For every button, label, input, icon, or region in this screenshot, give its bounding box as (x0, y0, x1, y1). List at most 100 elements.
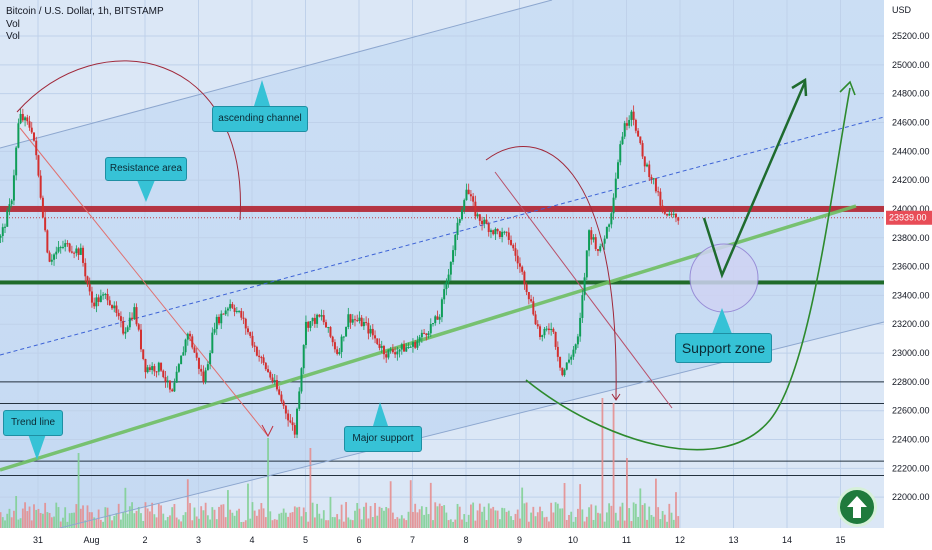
candle-body (209, 353, 212, 365)
candle-body (512, 244, 515, 249)
candle-body (485, 219, 488, 224)
candle-body (496, 228, 499, 232)
volume-bar (532, 506, 535, 528)
candle-body (124, 331, 127, 334)
volume-bar (329, 496, 332, 528)
price-tick-label: 22600.00 (892, 406, 930, 416)
major-support-pointer (373, 402, 388, 426)
candle-body (206, 364, 209, 371)
volume-bar (652, 516, 655, 528)
volume-bar (360, 519, 363, 528)
volume-bar (378, 506, 381, 528)
candle-body (563, 369, 566, 376)
volume-bar (325, 520, 327, 528)
volume-bar (351, 520, 354, 528)
candle-body (86, 276, 89, 284)
volume-bar (276, 519, 278, 528)
volume-bar (220, 504, 223, 528)
candle-body (15, 147, 18, 176)
time-tick-label: 5 (303, 535, 308, 545)
candle-body (414, 342, 417, 348)
volume-bar (592, 519, 595, 528)
price-tick-label: 22200.00 (892, 463, 930, 473)
candle-body (244, 318, 247, 329)
ascending-channel-pointer (254, 80, 270, 106)
channel-midline (0, 116, 885, 356)
time-axis[interactable]: 31 Aug 2 3 4 5 6 7 8 9 10 11 12 13 14 15 (33, 535, 846, 545)
candle-body (403, 344, 406, 352)
volume-bar (70, 512, 73, 528)
up-arrow-logo-icon[interactable] (837, 487, 877, 527)
volume-bar (354, 510, 356, 528)
volume-bar (559, 508, 561, 528)
candle-body (398, 349, 401, 352)
candle-body (222, 313, 225, 315)
volume-bar (334, 517, 336, 528)
candle-body (365, 322, 368, 324)
volume-bar (166, 516, 169, 528)
candle-body (407, 346, 410, 348)
volume-bar (242, 521, 245, 528)
price-axis[interactable]: USD 22000.00 22200.00 22400.00 22600.00 22800… (886, 5, 932, 502)
last-price-label: 23939.00 (889, 213, 927, 223)
volume-bar (565, 519, 568, 528)
candle-body (137, 324, 140, 330)
candle-body (30, 127, 33, 133)
volume-bar (30, 520, 33, 528)
arc-1-arrowhead (261, 424, 274, 438)
candle-body (559, 356, 562, 368)
candle-body (73, 252, 76, 254)
volume-bar (423, 514, 425, 528)
candle-body (329, 327, 332, 337)
volume-bar (505, 511, 508, 528)
candle-body (104, 293, 107, 295)
volume-bar (407, 511, 410, 528)
volume-bar (503, 508, 506, 528)
volume-bar (204, 502, 207, 528)
volume-bar (233, 515, 236, 528)
volume-bar (113, 515, 116, 528)
volume-bar (256, 515, 258, 528)
volume-bar (648, 506, 651, 528)
candle-body (4, 226, 7, 228)
candle-body (543, 328, 546, 336)
candle-body (291, 422, 294, 426)
volume-bar (427, 514, 430, 528)
volume-bar (501, 507, 504, 528)
volume-bar (345, 502, 347, 528)
volume-bar (405, 520, 408, 528)
volume-bar (634, 503, 637, 528)
candle-body (242, 317, 245, 319)
volume-bar (641, 505, 644, 528)
volume-bar (115, 513, 118, 528)
volume-bar (374, 503, 376, 528)
candle-body (262, 357, 265, 363)
candle-body (630, 111, 633, 120)
candle-body (494, 228, 497, 235)
candle-body (385, 354, 388, 358)
volume-bar (550, 502, 553, 528)
candle-body (211, 332, 214, 354)
volume-bar (605, 512, 608, 528)
candle-body (171, 389, 174, 392)
candle-body (625, 123, 628, 126)
volume-bar (21, 508, 24, 528)
volume-bar (169, 515, 171, 528)
candle-body (316, 314, 319, 324)
volume-bar (347, 517, 350, 528)
volume-bar (449, 519, 452, 528)
major-support-label: Major support (344, 426, 422, 452)
price-tick-label: 22800.00 (892, 377, 930, 387)
candle-body (258, 355, 261, 358)
volume-bar (365, 502, 368, 528)
candle-body (79, 247, 82, 255)
volume-bar (563, 483, 566, 528)
candle-body (50, 259, 53, 262)
candle-body (672, 213, 675, 215)
volume-bar (102, 521, 104, 528)
volume-bar (269, 511, 272, 528)
volume-bar (628, 508, 631, 528)
price-tick-label: 23800.00 (892, 233, 930, 243)
volume-bar (487, 503, 490, 528)
